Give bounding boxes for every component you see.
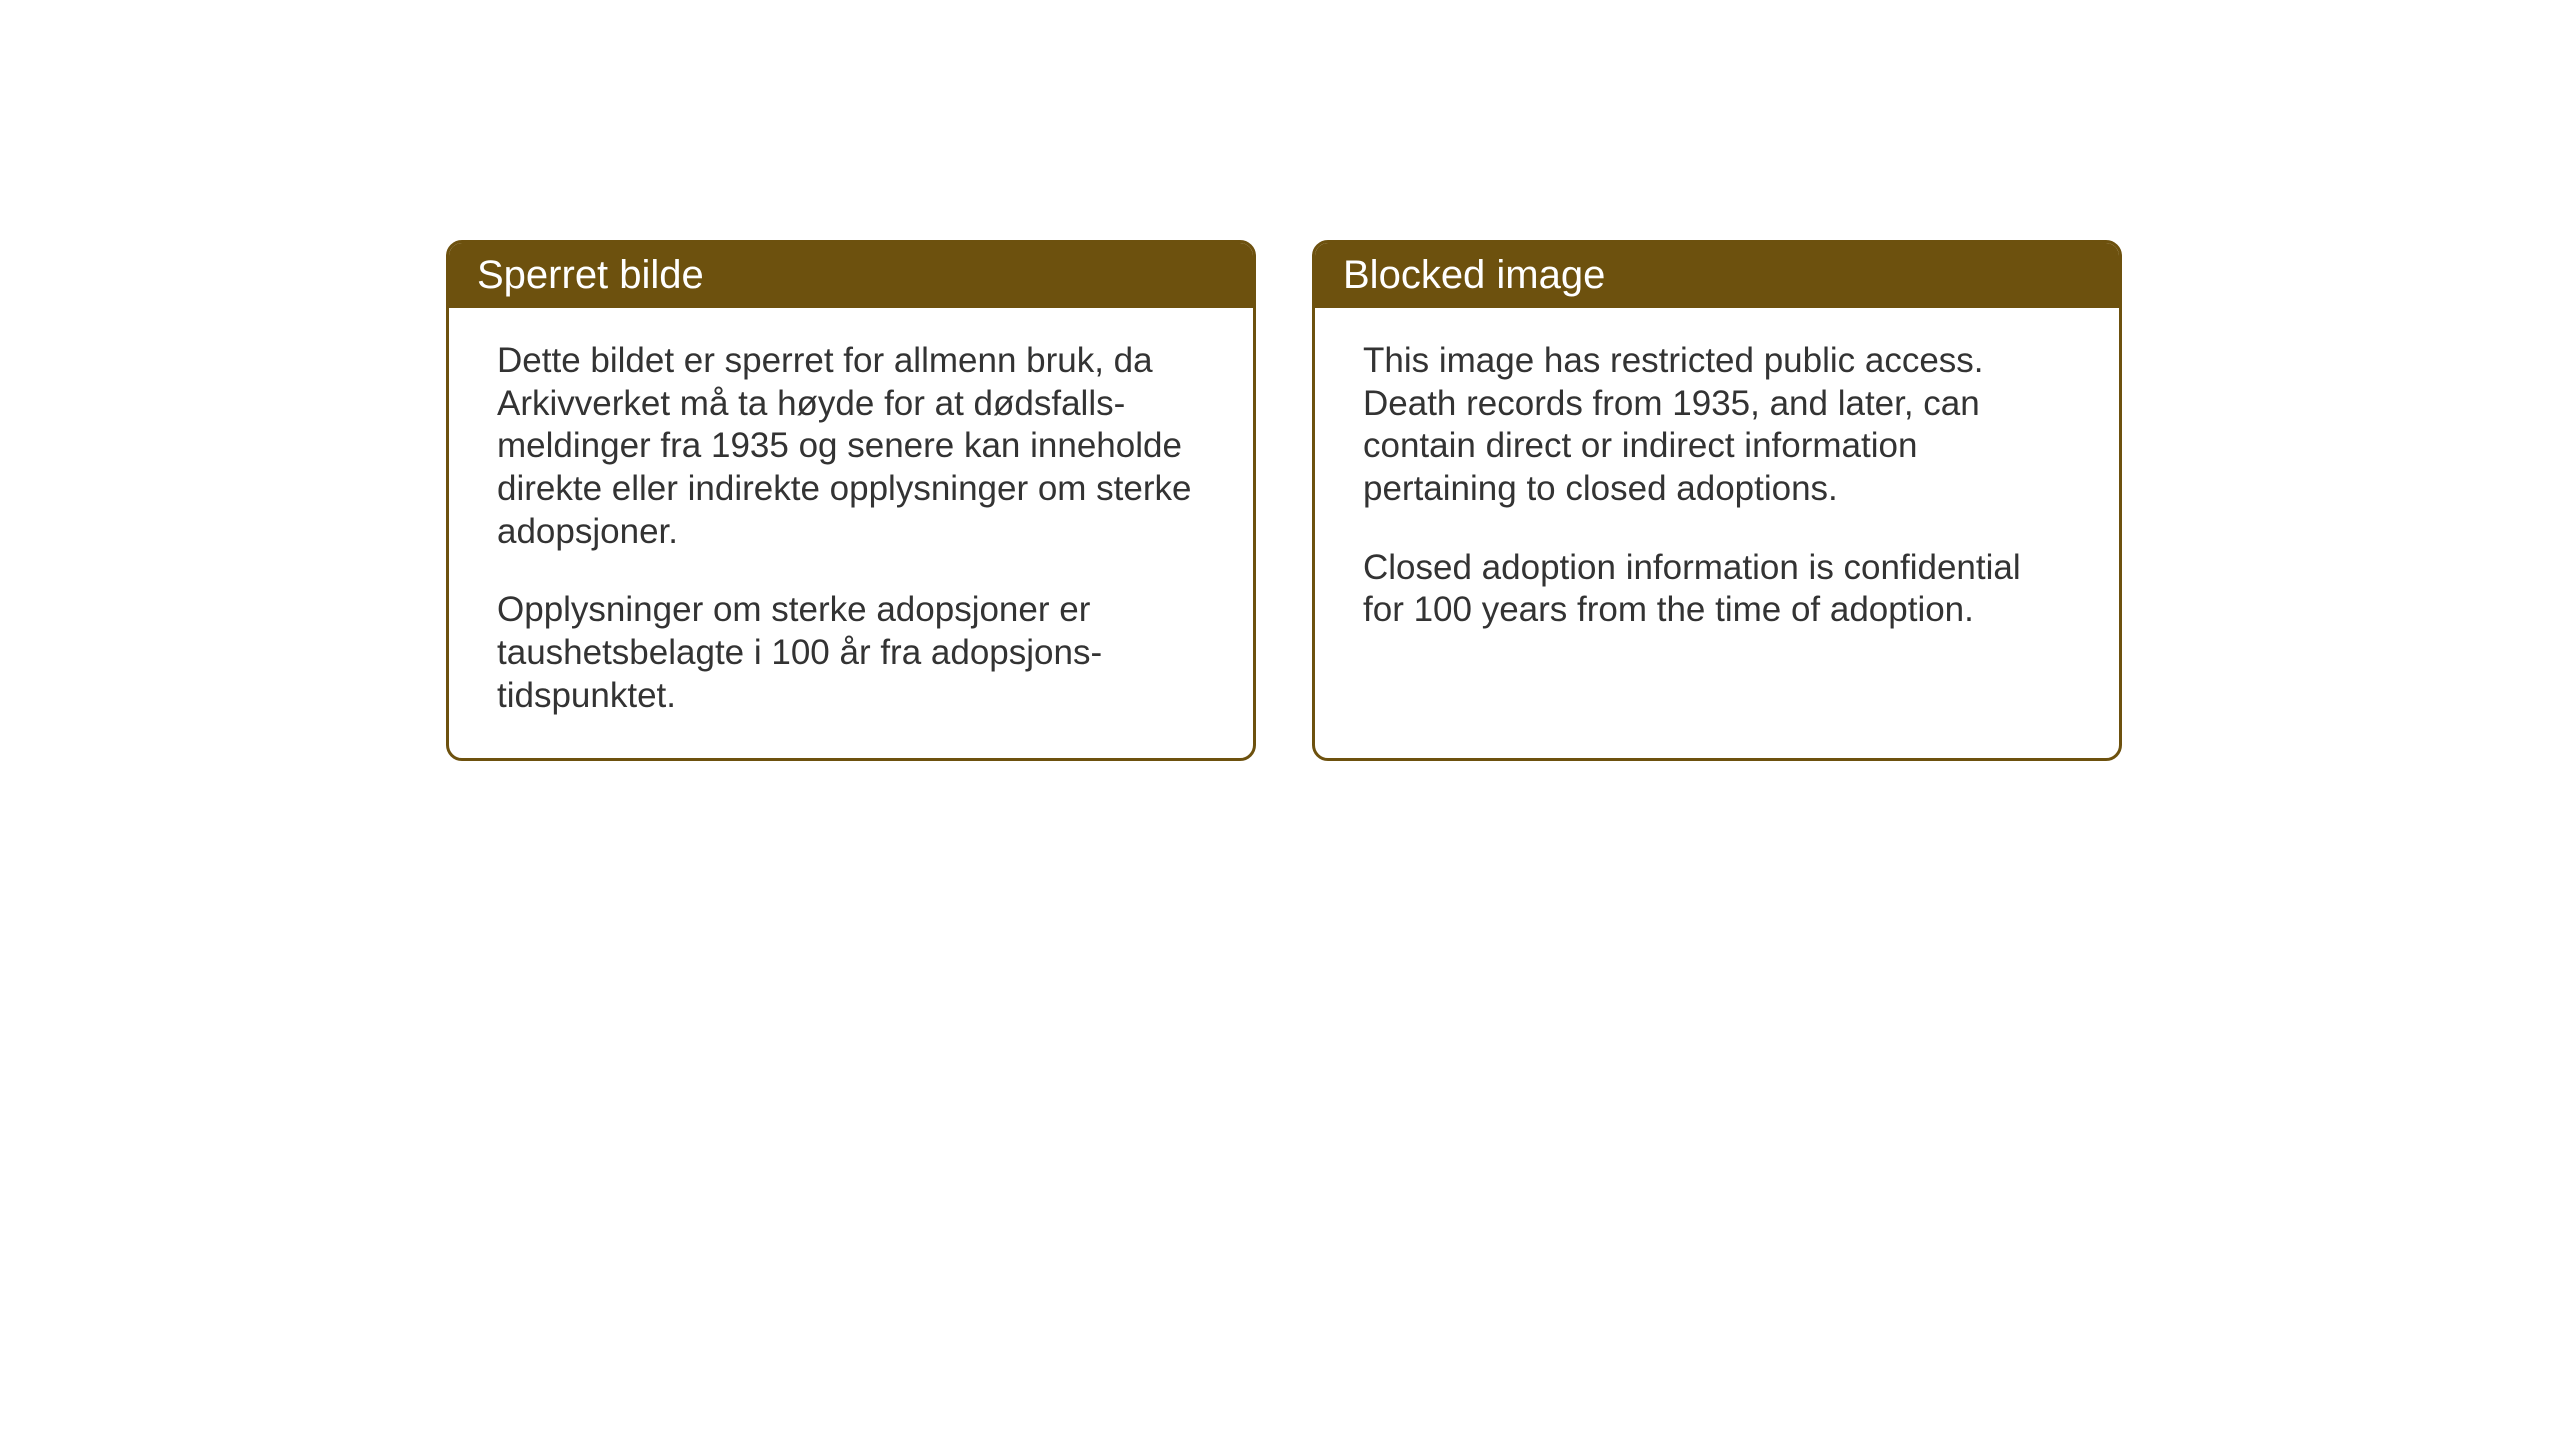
card-paragraph1-english: This image has restricted public access.…	[1363, 340, 2071, 511]
card-title-english: Blocked image	[1343, 253, 1605, 297]
card-header-norwegian: Sperret bilde	[449, 243, 1253, 308]
blocked-image-card-norwegian: Sperret bilde Dette bildet er sperret fo…	[446, 240, 1256, 761]
blocked-image-card-english: Blocked image This image has restricted …	[1312, 240, 2122, 761]
card-paragraph2-norwegian: Opplysninger om sterke adopsjoner er tau…	[497, 589, 1205, 717]
card-paragraph1-norwegian: Dette bildet er sperret for allmenn bruk…	[497, 340, 1205, 553]
card-title-norwegian: Sperret bilde	[477, 253, 704, 297]
card-body-english: This image has restricted public access.…	[1315, 308, 2119, 672]
notice-container: Sperret bilde Dette bildet er sperret fo…	[446, 240, 2122, 761]
card-paragraph2-english: Closed adoption information is confident…	[1363, 547, 2071, 632]
card-body-norwegian: Dette bildet er sperret for allmenn bruk…	[449, 308, 1253, 758]
card-header-english: Blocked image	[1315, 243, 2119, 308]
